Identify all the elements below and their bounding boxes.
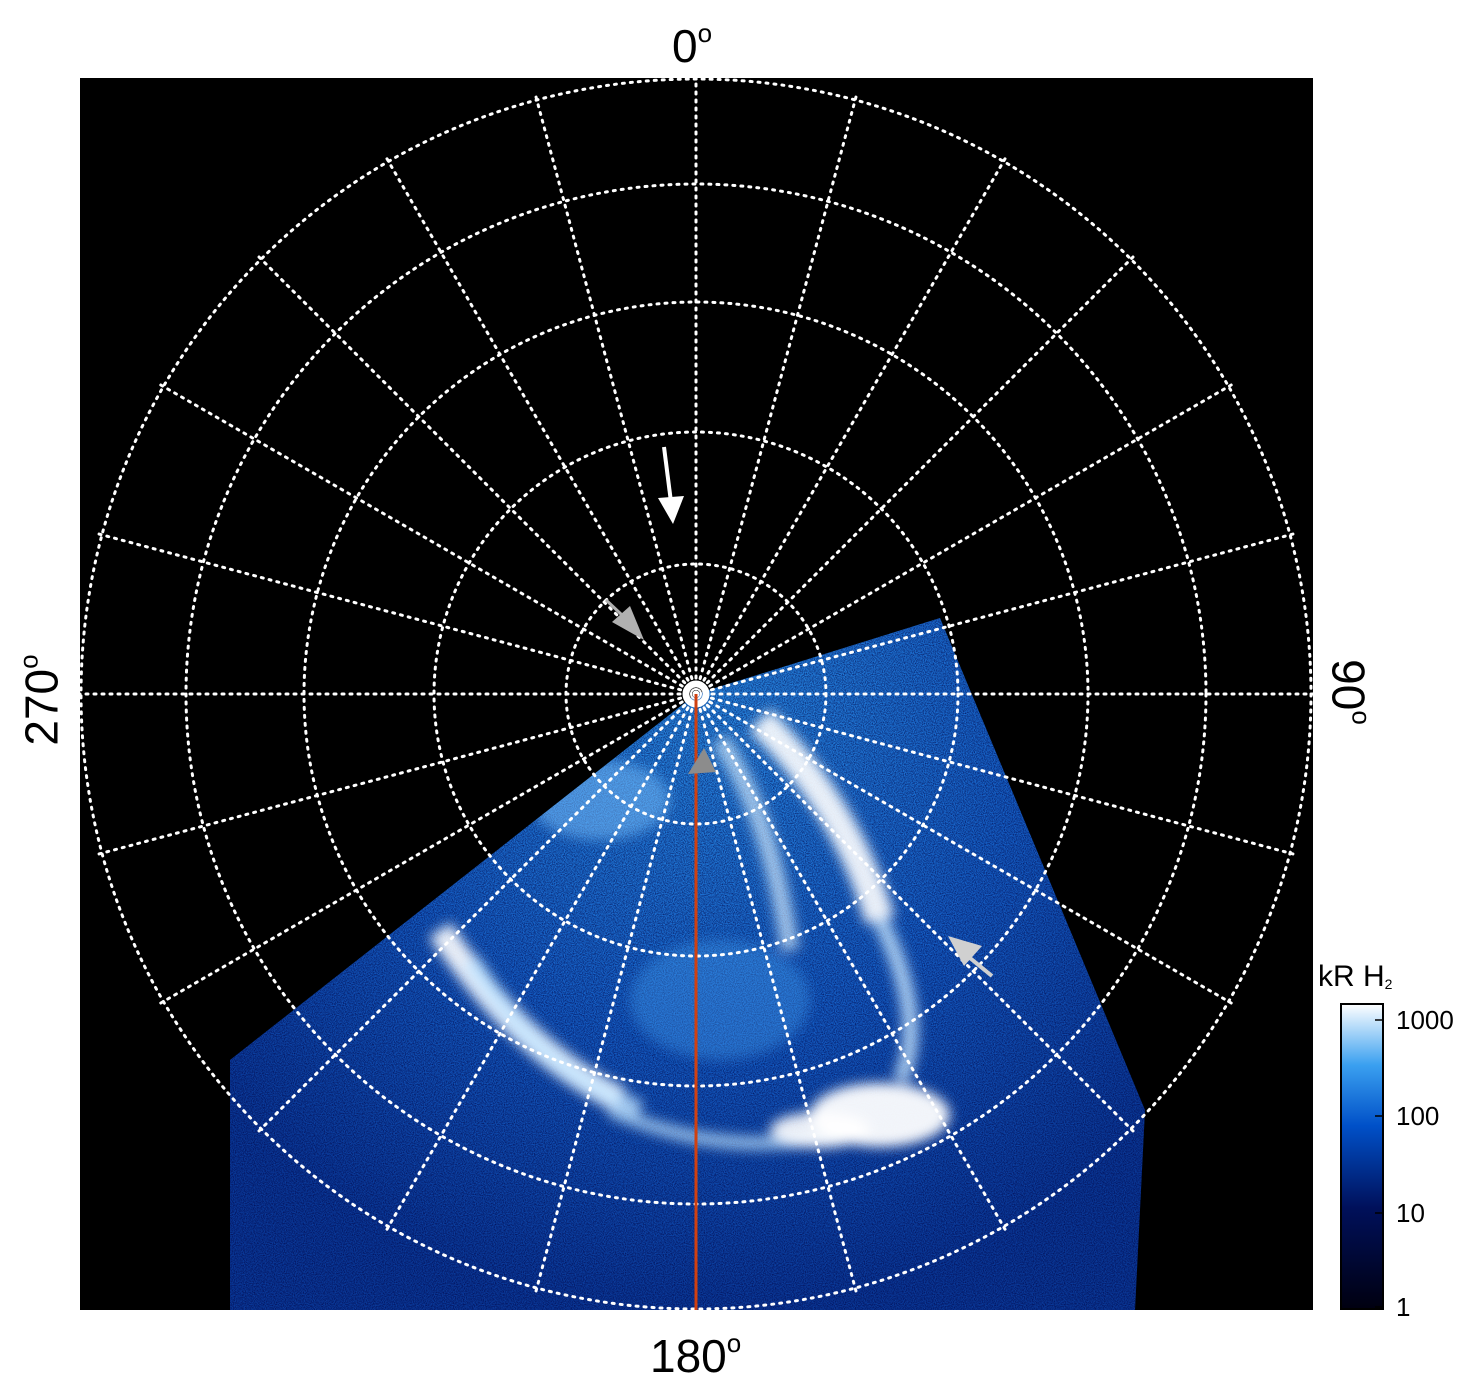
meridian-spoke — [694, 382, 1235, 696]
colorbar — [1340, 1003, 1384, 1310]
meridian-spoke — [694, 155, 1008, 696]
meridian-spoke — [256, 692, 698, 1134]
meridian-spoke — [384, 692, 698, 1233]
meridian-spoke — [95, 532, 698, 696]
axis-label-180: 180o — [650, 1328, 742, 1382]
meridian-spoke — [157, 382, 698, 696]
colorbar-tick-label: 1000 — [1396, 1005, 1454, 1035]
meridian-spoke — [694, 692, 1136, 1134]
axis-label-270: 270o — [13, 654, 68, 746]
arrow-gray-center — [688, 748, 716, 774]
meridian-spoke — [157, 692, 698, 1006]
colorbar-tick-label: 1 — [1396, 1292, 1411, 1322]
meridian-spoke — [694, 692, 1008, 1233]
arrow-white-top — [658, 446, 684, 524]
colorbar-title: kR H2 — [1318, 960, 1393, 993]
meridian-spoke — [384, 155, 698, 696]
meridian-spoke — [534, 93, 698, 696]
colorbar-tick-label: 100 — [1396, 1101, 1440, 1131]
meridian-spoke — [95, 692, 698, 856]
meridian-spoke — [694, 692, 858, 1295]
colorbar-ticks — [1375, 1019, 1383, 1308]
axis-label-90: 90o — [1322, 659, 1377, 725]
meridian-spoke — [694, 93, 858, 696]
meridian-spoke — [694, 254, 1136, 696]
meridian-spoke — [694, 532, 1297, 696]
arrow-gray-upper-left — [604, 598, 644, 640]
meridian-spoke — [694, 692, 1235, 1006]
axis-label-0: 0o — [672, 18, 713, 72]
meridian-spoke — [534, 692, 698, 1295]
colorbar-tick-label: 10 — [1396, 1198, 1425, 1228]
arrow-gray-right — [948, 936, 994, 978]
meridian-spoke — [694, 692, 1297, 856]
